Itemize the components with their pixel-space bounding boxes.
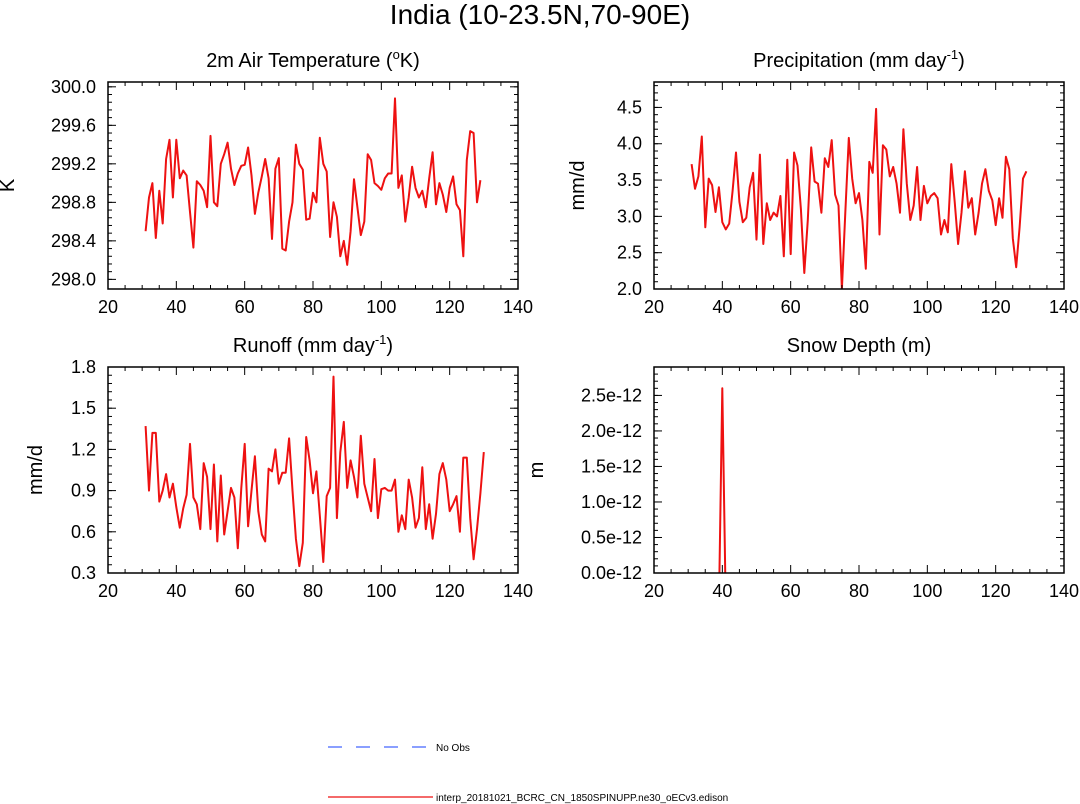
y-tick-label: 298.8	[51, 192, 96, 212]
x-tick-label: 20	[644, 297, 664, 317]
x-tick-label: 100	[366, 297, 396, 317]
x-tick-label: 120	[981, 581, 1011, 601]
legend-model-label: interp_20181021_BCRC_CN_1850SPINUPP.ne30…	[436, 793, 728, 804]
panel-title: Precipitation (mm day-1)	[753, 47, 965, 72]
y-tick-label: 0.9	[71, 481, 96, 501]
x-tick-label: 60	[235, 581, 255, 601]
plot-frame	[107, 366, 519, 574]
plot-frame	[653, 81, 1065, 290]
plot-frame	[107, 81, 519, 290]
panel-title: Snow Depth (m)	[787, 335, 932, 357]
y-axis-label: m	[526, 462, 548, 479]
series-line	[144, 97, 482, 266]
panel-4: Snow Depth (m) m 20 40 60 80 100 120 140 0.0e-12 0…	[526, 335, 1079, 601]
x-tick-label: 40	[166, 581, 186, 601]
panel-title: 2m Air Temperature (oK)	[206, 47, 420, 72]
x-tick-label: 140	[503, 297, 533, 317]
y-tick-label: 0.5e-12	[581, 527, 642, 547]
y-tick-label: 2.0e-12	[581, 421, 642, 441]
panel-title: Runoff (mm day-1)	[233, 332, 393, 357]
y-tick-label: 0.0e-12	[581, 563, 642, 583]
y-tick-label: 2.0	[617, 279, 642, 299]
y-tick-label: 4.5	[617, 97, 642, 117]
x-tick-label: 80	[303, 297, 323, 317]
x-tick-label: 120	[435, 297, 465, 317]
series-line	[144, 375, 485, 568]
plot-frame	[653, 366, 1065, 574]
y-axis-label: mm/d	[567, 161, 589, 211]
y-tick-label: 3.0	[617, 206, 642, 226]
x-tick-label: 80	[303, 581, 323, 601]
legend: No Obs interp_20181021_BCRC_CN_1850SPINU…	[328, 743, 728, 804]
x-tick-label: 20	[98, 581, 118, 601]
x-tick-label: 80	[849, 297, 869, 317]
x-tick-label: 140	[1049, 581, 1079, 601]
x-tick-label: 100	[366, 581, 396, 601]
x-tick-label: 60	[781, 297, 801, 317]
panel-3: Runoff (mm day-1) mm/d 20 40 60 80 100 120 140 0.…	[25, 332, 533, 601]
y-tick-label: 298.4	[51, 231, 96, 251]
legend-obs-label: No Obs	[436, 743, 470, 754]
x-tick-label: 60	[235, 297, 255, 317]
series-line	[690, 107, 1028, 289]
y-tick-label: 3.5	[617, 170, 642, 190]
x-tick-label: 120	[435, 581, 465, 601]
y-tick-label: 0.3	[71, 563, 96, 583]
chart-panels: 2m Air Temperature (oK) K 20 40 60 80 100 120 14…	[0, 47, 1079, 601]
y-tick-label: 298.0	[51, 269, 96, 289]
y-tick-label: 4.0	[617, 134, 642, 154]
x-tick-label: 140	[1049, 297, 1079, 317]
y-tick-label: 2.5	[617, 243, 642, 263]
x-tick-label: 100	[912, 581, 942, 601]
x-tick-label: 40	[712, 581, 732, 601]
y-tick-label: 0.6	[71, 522, 96, 542]
panel-2: Precipitation (mm day-1) mm/d 20 40 60 80 100 1…	[567, 47, 1079, 317]
y-axis-label: K	[0, 178, 19, 192]
series-line	[718, 387, 727, 573]
figure-title: India (10-23.5N,70-90E)	[390, 0, 690, 30]
x-tick-label: 20	[644, 581, 664, 601]
y-tick-label: 1.0e-12	[581, 492, 642, 512]
x-tick-label: 140	[503, 581, 533, 601]
y-tick-label: 1.5	[71, 398, 96, 418]
y-tick-label: 299.6	[51, 115, 96, 135]
x-tick-label: 80	[849, 581, 869, 601]
y-tick-label: 1.2	[71, 439, 96, 459]
y-tick-label: 2.5e-12	[581, 385, 642, 405]
x-tick-label: 40	[166, 297, 186, 317]
y-tick-label: 1.8	[71, 357, 96, 377]
x-tick-label: 120	[981, 297, 1011, 317]
y-tick-label: 300.0	[51, 77, 96, 97]
y-tick-label: 299.2	[51, 154, 96, 174]
x-tick-label: 60	[781, 581, 801, 601]
panel-1: 2m Air Temperature (oK) K 20 40 60 80 100 120 14…	[0, 47, 533, 317]
x-tick-label: 20	[98, 297, 118, 317]
y-axis-label: mm/d	[25, 445, 47, 495]
x-tick-label: 100	[912, 297, 942, 317]
x-tick-label: 40	[712, 297, 732, 317]
y-tick-label: 1.5e-12	[581, 456, 642, 476]
